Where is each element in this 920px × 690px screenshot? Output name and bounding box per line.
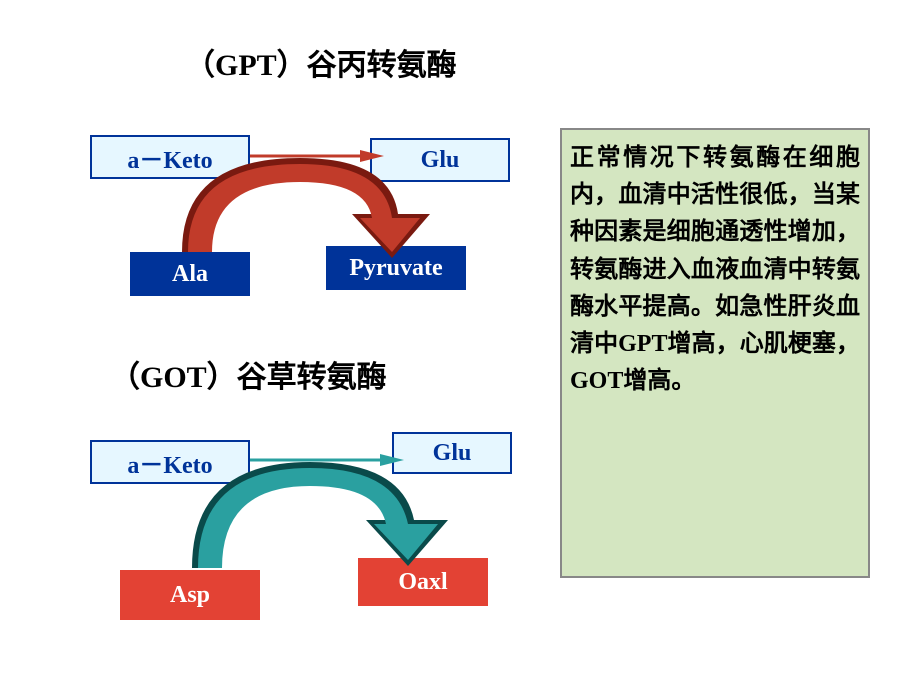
got-title: （GOT）谷草转氨酶	[110, 352, 387, 396]
gpt-thin-arrow	[250, 150, 384, 162]
gpt-glu-node: Glu	[370, 138, 510, 182]
diagram-stage: （GPT）谷丙转氨酶 a－Keto Glu Ala Pyruvate （GOT）…	[0, 0, 920, 690]
gpt-pyruvate-node: Pyruvate	[326, 246, 466, 290]
gpt-ala-node: Ala	[130, 252, 250, 296]
got-asp-node: Asp	[120, 570, 260, 620]
gpt-aketo-node: a－Keto	[90, 135, 250, 179]
got-oaxl-node: Oaxl	[358, 558, 488, 606]
info-panel: 正常情况下转氨酶在细胞内，血清中活性很低，当某种因素是细胞通透性增加，转氨酶进入…	[560, 128, 870, 578]
got-glu-node: Glu	[392, 432, 512, 474]
got-thin-arrow	[250, 454, 404, 466]
got-aketo-node: a－Keto	[90, 440, 250, 484]
gpt-title: （GPT）谷丙转氨酶	[185, 40, 457, 84]
